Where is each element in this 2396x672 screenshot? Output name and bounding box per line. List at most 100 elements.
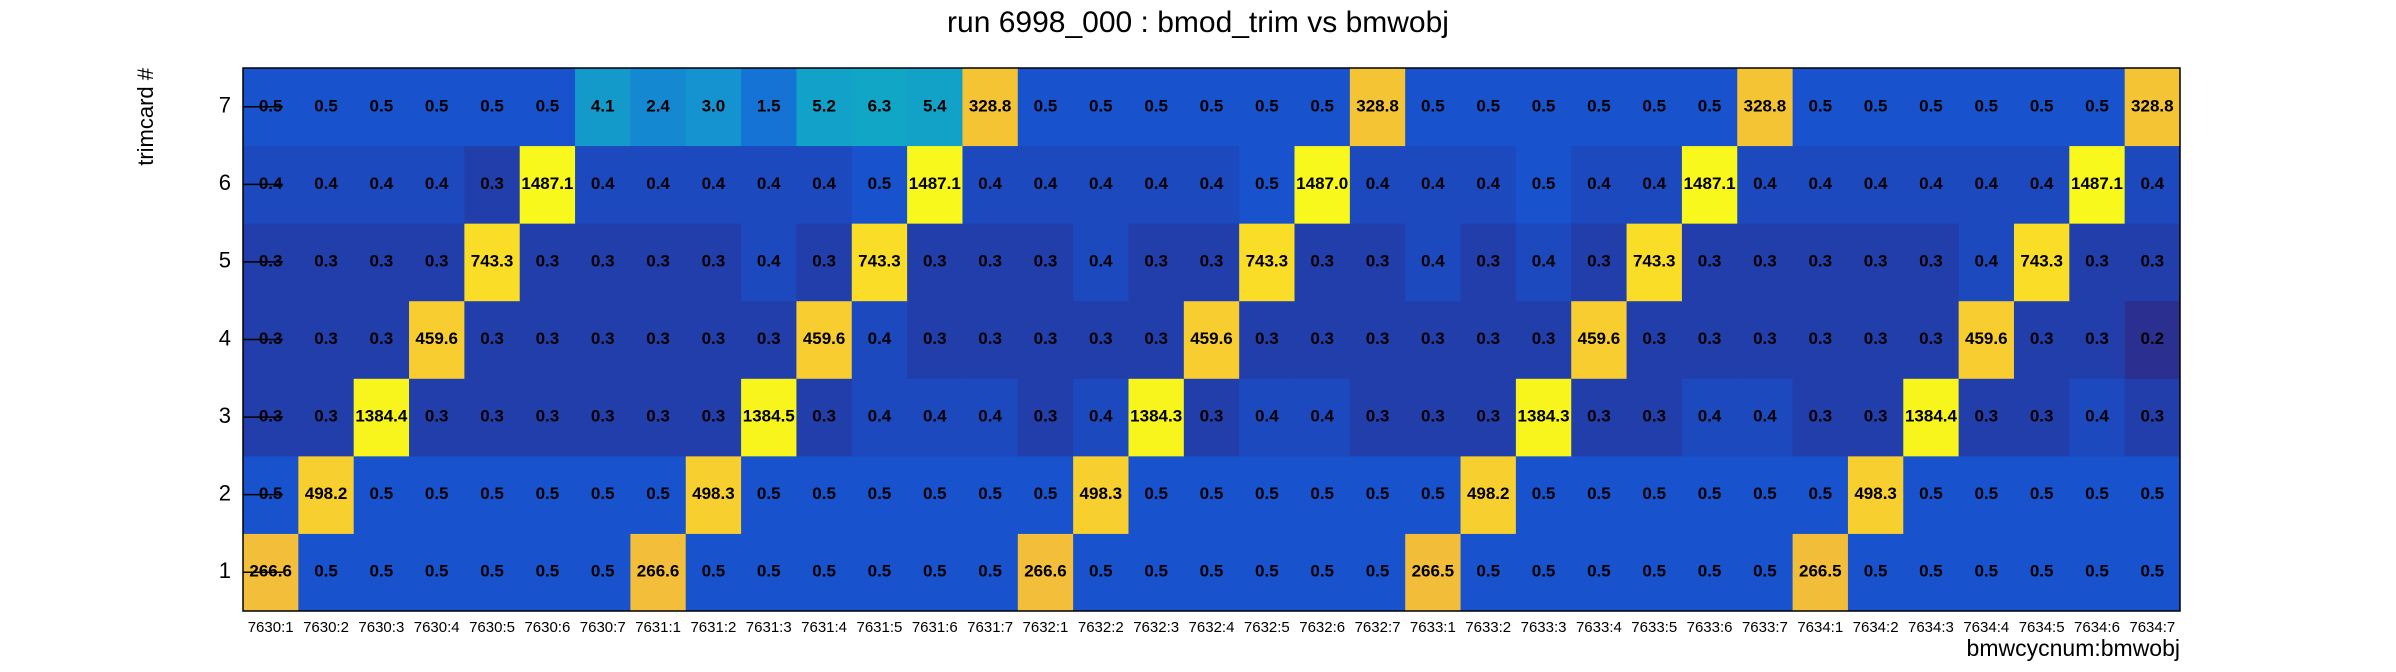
heat-cell	[1183, 223, 1240, 302]
cell-label: 0.5	[646, 484, 670, 503]
heat-cell	[2069, 378, 2126, 457]
cell-label: 0.3	[702, 407, 726, 426]
x-tick-label: 7630:1	[248, 619, 294, 636]
heat-cell	[409, 378, 465, 457]
heat-cell	[1737, 145, 1794, 224]
cell-label: 0.3	[425, 407, 449, 426]
heat-cell	[575, 455, 631, 534]
heat-cell	[630, 223, 687, 302]
heat-cell	[1460, 300, 1517, 379]
heat-cell	[1294, 455, 1351, 534]
heat-cell	[353, 455, 410, 534]
cell-label: 0.3	[1864, 407, 1888, 426]
heat-cell	[1515, 533, 1572, 612]
heat-cell	[796, 68, 853, 147]
cell-label: 498.3	[1080, 484, 1123, 503]
heat-cell	[1681, 455, 1738, 534]
cell-label: 0.3	[1366, 407, 1390, 426]
heat-cell	[1128, 300, 1185, 379]
cell-label: 0.3	[1919, 329, 1943, 348]
heat-cell	[1626, 300, 1683, 379]
heat-cell	[1681, 300, 1738, 379]
heat-cell	[1183, 145, 1240, 224]
x-tick-label: 7631:7	[967, 619, 1013, 636]
heat-cell	[1515, 300, 1572, 379]
cell-label: 0.4	[1200, 174, 1224, 193]
heat-cell	[1958, 533, 2015, 612]
heat-cell	[2124, 68, 2181, 147]
cell-label: 0.5	[536, 484, 560, 503]
cell-label: 0.5	[425, 562, 449, 581]
heat-cell	[464, 378, 521, 457]
x-tick-label: 7632:3	[1133, 619, 1179, 636]
heat-cell	[1515, 68, 1572, 147]
cell-label: 743.3	[471, 251, 514, 270]
cell-label: 0.5	[868, 562, 892, 581]
heat-cell	[1515, 145, 1572, 224]
heat-cell	[1017, 455, 1074, 534]
heat-cell	[1737, 68, 1794, 147]
y-tick-label: 7	[219, 93, 231, 118]
heat-cell	[464, 300, 521, 379]
cell-label: 1487.1	[2071, 174, 2123, 193]
x-tick-label: 7631:2	[690, 619, 736, 636]
cell-label: 0.3	[1034, 407, 1058, 426]
heat-cell	[575, 533, 631, 612]
cell-label: 0.3	[1476, 407, 1500, 426]
cell-label: 0.3	[1753, 251, 1777, 270]
heat-cell	[1128, 223, 1185, 302]
heat-cell	[1903, 223, 1960, 302]
cell-label: 459.6	[803, 329, 846, 348]
cell-label: 0.3	[314, 329, 338, 348]
cell-label: 0.3	[591, 251, 615, 270]
heat-cell	[1294, 533, 1351, 612]
cell-label: 0.3	[259, 329, 283, 348]
heat-cell	[907, 145, 963, 224]
cell-label: 0.5	[591, 484, 615, 503]
heat-cell	[1073, 378, 1129, 457]
cell-label: 498.2	[1467, 484, 1510, 503]
cell-label: 0.3	[2085, 251, 2109, 270]
y-tick-label: 3	[219, 403, 231, 428]
cell-label: 0.4	[1421, 251, 1445, 270]
heat-cell	[851, 455, 908, 534]
cell-label: 0.3	[923, 251, 947, 270]
heat-cell	[630, 145, 687, 224]
heat-cell	[1017, 223, 1074, 302]
heat-cell	[2069, 145, 2126, 224]
heat-cell	[409, 68, 465, 147]
cell-label: 0.5	[480, 96, 504, 115]
heat-cell	[1847, 223, 1904, 302]
heat-cell	[353, 68, 410, 147]
heat-cell	[2013, 533, 2070, 612]
heat-cell	[1571, 145, 1628, 224]
heat-cell	[796, 223, 853, 302]
heat-cell	[1073, 68, 1129, 147]
cell-label: 0.4	[1476, 174, 1500, 193]
cell-label: 0.3	[812, 251, 836, 270]
cell-label: 0.5	[1974, 96, 1998, 115]
heat-cell	[685, 145, 742, 224]
cell-label: 1487.1	[521, 174, 573, 193]
heat-cell	[353, 145, 410, 224]
heat-cell	[1460, 455, 1517, 534]
heat-cell	[851, 300, 908, 379]
heat-cell	[1626, 378, 1683, 457]
cell-label: 0.3	[1476, 251, 1500, 270]
cell-label: 0.5	[1089, 562, 1113, 581]
heat-cell	[1571, 378, 1628, 457]
heat-cell	[1017, 68, 1074, 147]
cell-label: 0.2	[2141, 329, 2165, 348]
cell-label: 0.3	[2085, 329, 2109, 348]
heat-cell	[2124, 223, 2181, 302]
heat-cell	[2124, 145, 2181, 224]
heat-cell	[1792, 68, 1849, 147]
cell-label: 0.5	[370, 96, 394, 115]
heat-cell	[962, 533, 1019, 612]
heat-cell	[1571, 455, 1628, 534]
heat-cell	[1903, 68, 1960, 147]
x-tick-label: 7634:5	[2019, 619, 2065, 636]
cell-label: 0.5	[480, 562, 504, 581]
heat-cell	[1017, 378, 1074, 457]
cell-label: 1384.3	[1518, 407, 1570, 426]
